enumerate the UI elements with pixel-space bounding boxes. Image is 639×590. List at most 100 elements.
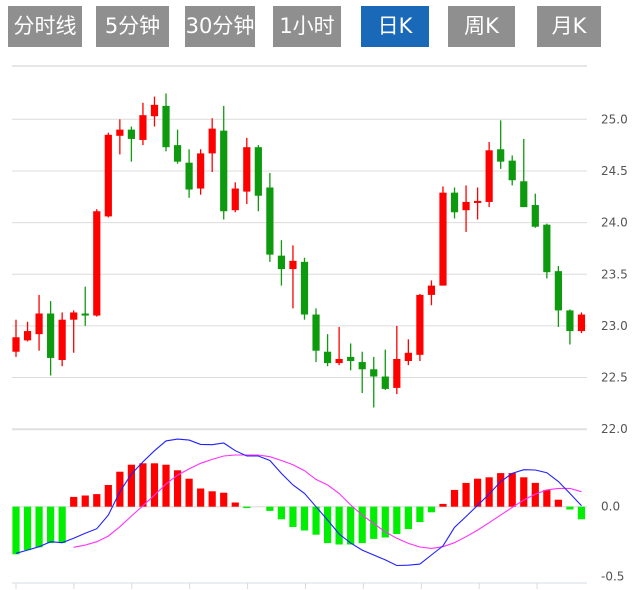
candle-body [162,105,170,148]
macd-bar [474,478,482,507]
candle [12,319,20,357]
candle-body [323,351,332,364]
macd-bar [347,506,355,545]
macd-tick-label: 0.0 [601,500,620,514]
candle [566,309,574,345]
candle-body [358,362,366,370]
candle-body [347,356,355,362]
candle-body [497,149,505,162]
dea-line [73,454,582,549]
macd-bar [450,489,459,507]
macd-bar [323,506,332,544]
macd-bar [566,506,574,510]
candle [93,209,101,317]
candle-body [23,331,32,341]
macd-bar [416,506,424,523]
macd-bar [197,488,205,507]
candle [508,155,516,186]
candle [462,185,470,232]
candle-body [577,314,586,332]
candle [439,186,447,286]
tab-3[interactable]: 1小时 [273,6,341,47]
price-tick-label: 25.0 [601,112,628,126]
price-tick-label: 24.5 [601,164,628,178]
candle [358,351,366,394]
candle [23,321,32,342]
tab-2[interactable]: 30分钟 [185,6,255,47]
macd-bar [531,482,539,507]
macd-bar [577,506,586,520]
candle-body [208,128,216,154]
candle [220,105,228,220]
price-tick-label: 23.0 [601,319,628,333]
candle-body [70,312,78,320]
candle [139,102,147,146]
candle-body [335,358,343,364]
candle-body [370,369,378,377]
macd-bar [312,506,320,535]
macd-bar [289,506,297,527]
tab-6[interactable]: 月K [537,6,601,47]
candle [58,312,66,367]
candle-body [520,181,528,208]
candle [404,339,412,366]
candle-body [197,153,205,189]
macd-bar [300,506,309,531]
candle [300,257,309,320]
candle [231,182,239,213]
candle-body [58,319,66,360]
candle [173,129,182,164]
candle-body [277,255,286,270]
macd-bar [485,477,493,507]
candle [35,294,43,351]
candle-body [150,104,159,117]
candle [197,149,205,195]
candle-body [566,310,574,332]
candle-body [462,201,470,211]
candle [554,265,562,327]
macd-bar [127,464,135,507]
candle [323,334,332,367]
candle [416,293,424,362]
candle-body [300,261,309,315]
macd-bar [520,477,528,507]
macd-bar [104,485,112,507]
candle-body [543,224,551,273]
candle [335,326,343,366]
candle [497,120,505,169]
macd-bar [439,503,447,507]
macd-bar [93,494,101,507]
candle-body [254,147,262,196]
tab-0[interactable]: 分时线 [8,6,82,47]
macd-bar [231,502,239,507]
tab-5[interactable]: 周K [448,6,515,47]
macd-bar [220,492,228,507]
candle-body [104,134,112,217]
macd-bar [47,506,55,544]
candle-body [35,313,43,335]
candle [208,118,216,172]
macd-bar [185,478,193,507]
tab-4[interactable]: 日K [361,6,429,47]
price-tick-label: 22.5 [601,371,628,385]
candle [485,142,493,208]
macd-bar [497,473,505,507]
tab-1[interactable]: 5分钟 [96,6,169,47]
candle-body [231,188,239,211]
candle-body [404,352,412,362]
macd-bar [208,491,216,507]
candle [474,187,482,220]
candle-body [173,145,182,162]
candle [520,138,528,208]
candle-body [127,129,135,139]
macd-bar [139,463,147,507]
macd-bar [381,506,389,538]
macd-bar [462,482,470,507]
candle [393,325,401,395]
candle [150,96,159,127]
macd-bar [35,506,43,548]
candle [577,312,586,334]
candle-body [427,285,436,295]
candle-body [47,313,55,358]
